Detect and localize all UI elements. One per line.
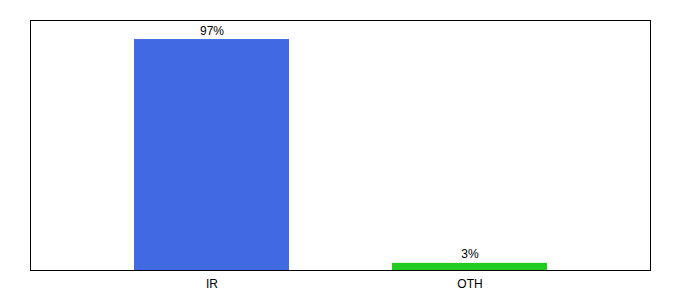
svg-text:97%: 97%: [200, 24, 224, 38]
svg-text:OTH: OTH: [457, 277, 482, 291]
svg-text:IR: IR: [206, 277, 218, 291]
svg-text:3%: 3%: [461, 247, 479, 261]
